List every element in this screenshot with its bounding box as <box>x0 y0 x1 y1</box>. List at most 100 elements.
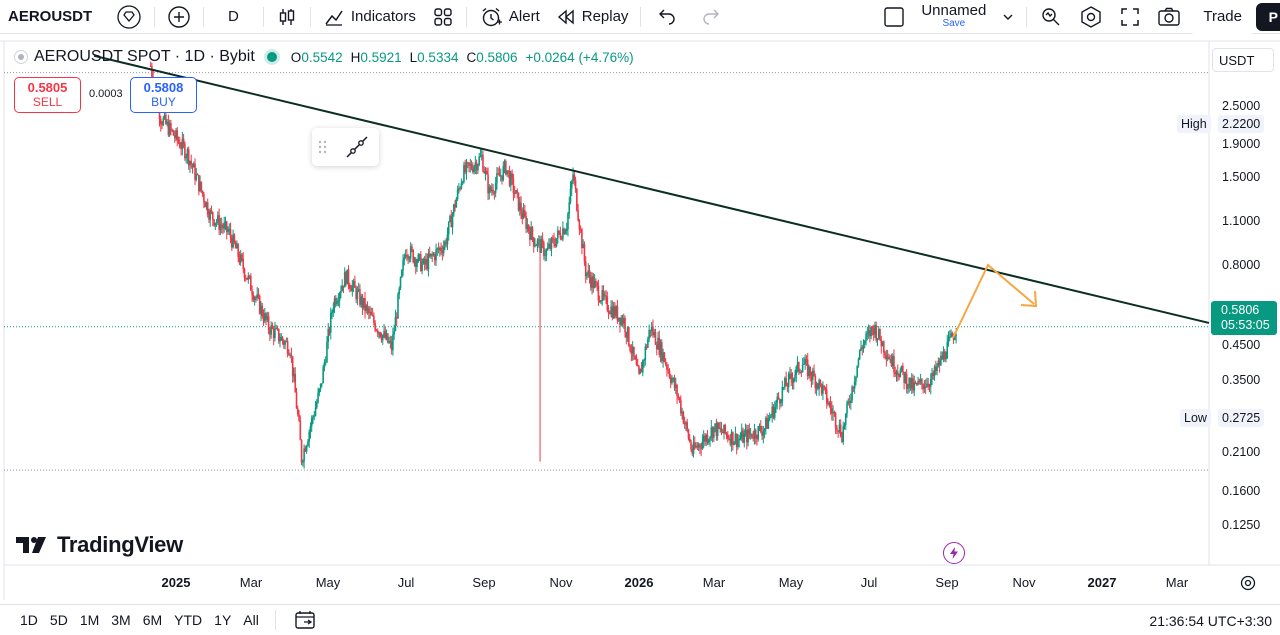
candle-body <box>557 230 559 239</box>
candle-body <box>546 247 549 251</box>
candle-body <box>170 123 172 130</box>
toolbar-divider <box>154 6 155 27</box>
avatar[interactable]: P <box>1256 2 1280 31</box>
candle-body <box>322 367 324 384</box>
change-value: +0.0264 (+4.76%) <box>525 49 634 65</box>
layout-square-icon[interactable] <box>875 0 913 34</box>
candle-body <box>680 400 682 414</box>
candle-body <box>316 402 318 408</box>
trade-button[interactable]: Trade <box>1189 0 1256 34</box>
candle-body <box>393 331 395 335</box>
candle-body <box>936 365 938 371</box>
drag-handle-icon[interactable] <box>318 139 328 155</box>
candle-body <box>617 317 620 321</box>
buy-button[interactable]: 0.5808 BUY <box>130 77 197 113</box>
low-key: L <box>409 49 418 65</box>
candle-body <box>795 366 798 376</box>
chevron-down-icon[interactable] <box>994 0 1022 34</box>
chart-pane[interactable] <box>0 0 1280 600</box>
symbol-search-button[interactable]: AEROUSDT <box>8 8 93 25</box>
candle-body <box>402 260 404 271</box>
candle-body <box>237 244 239 257</box>
candle-body <box>577 210 579 221</box>
range-button-ytd[interactable]: YTD <box>174 612 203 628</box>
axis-settings-icon[interactable] <box>1239 574 1257 592</box>
candle-body <box>408 258 411 260</box>
range-button-1m[interactable]: 1M <box>79 612 100 628</box>
drawing-floating-toolbar[interactable] <box>312 128 379 166</box>
settings-hexagon-icon[interactable] <box>1071 0 1111 34</box>
candle-body <box>885 354 888 359</box>
candle-body <box>472 168 474 172</box>
candle-body <box>432 254 435 256</box>
candle-body <box>211 212 214 220</box>
undo-icon[interactable] <box>645 0 689 34</box>
candle-body <box>850 400 852 404</box>
candle-body <box>955 334 957 336</box>
clock[interactable]: 21:36:54 UTC+3:30 <box>1149 613 1272 629</box>
legend-title[interactable]: AEROUSDT SPOT · 1D · Bybit <box>34 48 255 65</box>
diamond-icon[interactable] <box>108 0 150 34</box>
range-button-1y[interactable]: 1Y <box>214 612 232 628</box>
range-button-1d[interactable]: 1D <box>20 612 38 628</box>
candle-body <box>786 385 789 387</box>
currency-select[interactable]: USDT <box>1212 48 1274 72</box>
redo-icon[interactable] <box>689 0 733 34</box>
candle-body <box>414 258 417 267</box>
templates-icon[interactable] <box>424 0 462 34</box>
candle-body <box>223 223 226 229</box>
price-chart[interactable] <box>0 0 1280 600</box>
candle-body <box>884 352 886 355</box>
candle-body <box>217 215 219 222</box>
candle-body <box>919 379 922 382</box>
candle-body <box>921 379 923 384</box>
candle-body <box>477 164 479 171</box>
alert-button[interactable]: Alert <box>471 0 548 34</box>
candle-body <box>655 344 658 350</box>
candle-body <box>488 186 491 194</box>
candle-body <box>938 360 941 366</box>
candle-body <box>931 372 933 380</box>
quick-search-icon[interactable] <box>1031 0 1071 34</box>
candle-body <box>231 237 233 248</box>
candle-body <box>706 434 709 443</box>
range-button-3m[interactable]: 3M <box>111 612 131 628</box>
date-range-icon[interactable] <box>294 609 316 631</box>
range-button-6m[interactable]: 6M <box>142 612 163 628</box>
lightning-icon[interactable] <box>943 542 965 564</box>
fullscreen-icon[interactable] <box>1111 0 1149 34</box>
indicators-button[interactable]: Indicators <box>315 0 424 34</box>
tradingview-logo[interactable]: TradingView <box>16 532 183 558</box>
candle-body <box>857 359 860 366</box>
layout-name-button[interactable]: Unnamed Save <box>913 0 994 34</box>
candle-body <box>376 330 379 334</box>
candle-body <box>250 276 252 291</box>
candle-body <box>831 408 833 414</box>
camera-icon[interactable] <box>1149 0 1189 34</box>
sell-button[interactable]: 0.5805 SELL <box>14 77 81 113</box>
candle-body <box>327 328 330 342</box>
candle-body <box>904 373 907 383</box>
brand-name: TradingView <box>57 532 183 557</box>
candle-body <box>597 285 600 301</box>
candle-body <box>190 161 193 165</box>
candles-icon[interactable] <box>268 0 306 34</box>
candle-body <box>195 174 198 180</box>
interval-button[interactable]: D <box>228 8 239 25</box>
add-symbol-icon[interactable] <box>159 0 199 34</box>
candle-body <box>626 327 629 338</box>
range-button-5d[interactable]: 5D <box>49 612 68 628</box>
candle-body <box>635 359 638 365</box>
time-axis[interactable]: 2025 Mar May Jul Sep Nov 2026 Mar May Jul Sep Nov 20… <box>0 572 1280 596</box>
candle-body <box>687 429 690 439</box>
trend-line-icon[interactable] <box>344 134 370 160</box>
candle-body <box>492 189 494 193</box>
tradingview-icon <box>16 537 46 553</box>
candle-body <box>759 426 762 432</box>
replay-button[interactable]: Replay <box>548 0 637 34</box>
candle-body <box>436 248 439 250</box>
market-status-icon[interactable] <box>266 52 277 62</box>
candle-body <box>374 322 376 331</box>
candle-body <box>592 276 595 288</box>
range-button-all[interactable]: All <box>243 612 259 628</box>
